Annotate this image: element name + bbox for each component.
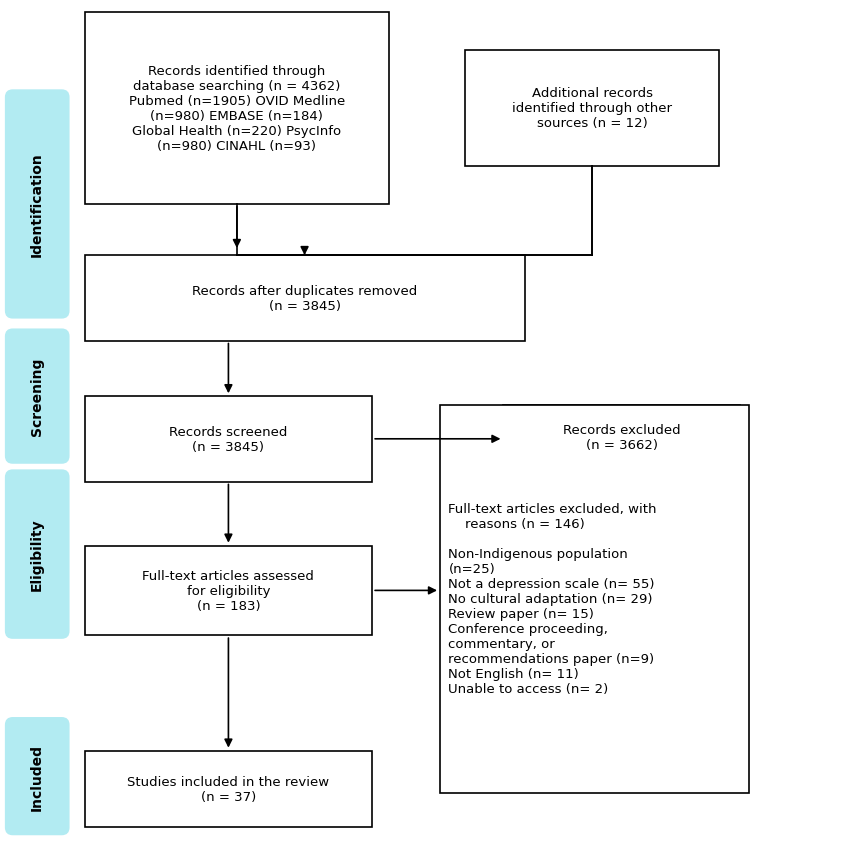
- Text: Additional records
identified through other
sources (n = 12): Additional records identified through ot…: [512, 87, 673, 131]
- Text: Identification: Identification: [30, 153, 44, 257]
- FancyBboxPatch shape: [85, 13, 389, 205]
- Text: Screening: Screening: [30, 357, 44, 436]
- Text: Full-text articles excluded, with
    reasons (n = 146)

Non-Indigenous populati: Full-text articles excluded, with reason…: [448, 503, 656, 695]
- Text: Records excluded
(n = 3662): Records excluded (n = 3662): [563, 423, 681, 451]
- Text: Eligibility: Eligibility: [30, 518, 44, 591]
- FancyBboxPatch shape: [85, 256, 525, 341]
- FancyBboxPatch shape: [6, 718, 69, 834]
- Text: Records identified through
database searching (n = 4362)
Pubmed (n=1905) OVID Me: Records identified through database sear…: [129, 65, 345, 153]
- FancyBboxPatch shape: [503, 405, 740, 469]
- FancyBboxPatch shape: [465, 51, 719, 166]
- FancyBboxPatch shape: [6, 471, 69, 638]
- FancyBboxPatch shape: [85, 751, 372, 827]
- Text: Records screened
(n = 3845): Records screened (n = 3845): [169, 426, 288, 453]
- FancyBboxPatch shape: [85, 546, 372, 635]
- Text: Full-text articles assessed
for eligibility
(n = 183): Full-text articles assessed for eligibil…: [142, 569, 315, 612]
- Text: Included: Included: [30, 743, 44, 809]
- FancyBboxPatch shape: [85, 397, 372, 482]
- FancyBboxPatch shape: [6, 330, 69, 463]
- Text: Studies included in the review
(n = 37): Studies included in the review (n = 37): [128, 775, 329, 803]
- Text: Records after duplicates removed
(n = 3845): Records after duplicates removed (n = 38…: [192, 285, 417, 312]
- FancyBboxPatch shape: [440, 405, 749, 793]
- FancyBboxPatch shape: [6, 91, 69, 318]
